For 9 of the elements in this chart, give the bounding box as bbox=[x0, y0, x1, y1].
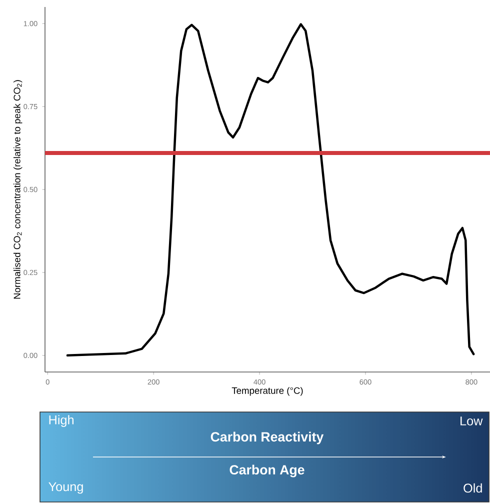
x-axis-title: Temperature (°C) bbox=[232, 387, 303, 396]
text: Carbon Age bbox=[230, 464, 304, 478]
text: Old bbox=[464, 483, 482, 493]
text: High bbox=[49, 415, 74, 427]
text: Carbon Reactivity bbox=[210, 432, 324, 444]
text: Low bbox=[460, 416, 483, 426]
text: Young bbox=[48, 482, 83, 494]
y-axis-title: Normalised CO$_{2}$ concentration (relative to peak CO$_{2}$) bbox=[14, 80, 22, 299]
line-series bbox=[66, 23, 475, 357]
